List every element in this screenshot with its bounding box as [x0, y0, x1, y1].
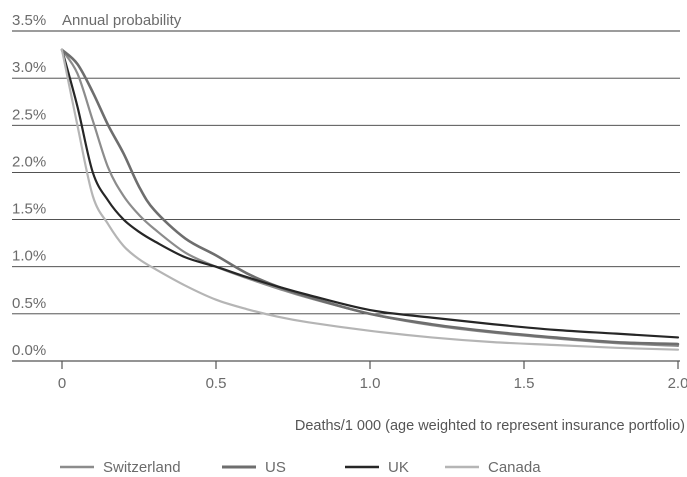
- x-tick-label: 0: [58, 375, 66, 392]
- series-line-uk: [60, 48, 680, 339]
- x-tick-label: 1.0: [360, 375, 381, 392]
- series-line-switzerland: [60, 48, 680, 348]
- series-lines: [60, 48, 680, 351]
- gridlines: [12, 30, 680, 362]
- legend-label: Switzerland: [103, 459, 181, 476]
- series-line-canada: [60, 48, 680, 351]
- legend-label: UK: [388, 459, 409, 476]
- x-tick-label: 0.5: [206, 375, 227, 392]
- y-tick-label: 2.5%: [12, 106, 46, 123]
- y-tick-label: 2.0%: [12, 153, 46, 170]
- y-tick-label: 0.0%: [12, 342, 46, 359]
- y-tick-label: 3.0%: [12, 59, 46, 76]
- y-tick-label: 0.5%: [12, 295, 46, 312]
- y-tick-label: 1.5%: [12, 201, 46, 218]
- series-line-us: [60, 48, 680, 346]
- x-tick-label: 1.5: [514, 375, 535, 392]
- x-tick-labels: 0 0.5 1.0 1.5 2.0: [58, 375, 687, 392]
- y-axis-title: Annual probability: [62, 12, 182, 29]
- y-tick-label: 3.5%: [12, 12, 46, 29]
- legend: Switzerland US UK Canada: [60, 459, 541, 476]
- x-axis-title: Deaths/1 000 (age weighted to represent …: [295, 418, 685, 434]
- x-tick-label: 2.0: [668, 375, 687, 392]
- legend-label: US: [265, 459, 286, 476]
- x-axis: [61, 361, 679, 369]
- legend-label: Canada: [488, 459, 541, 476]
- y-tick-label: 1.0%: [12, 248, 46, 265]
- y-tick-labels: 0.0% 0.5% 1.0% 1.5% 2.0% 2.5% 3.0% 3.5%: [12, 12, 46, 359]
